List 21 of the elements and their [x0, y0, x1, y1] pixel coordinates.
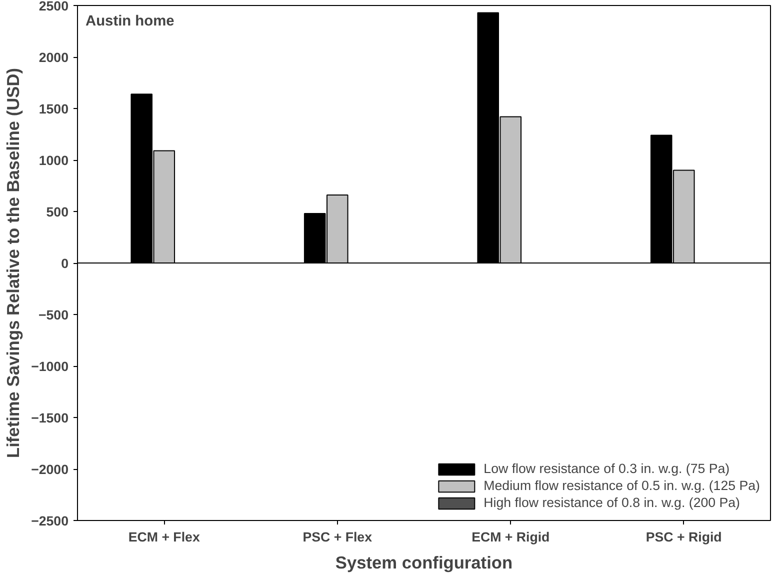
- x-tick-label: PSC + Flex: [302, 530, 373, 544]
- x-tick-label: ECM + Rigid: [472, 530, 550, 544]
- y-tick-label: 2500: [38, 0, 69, 14]
- y-tick-label: −1000: [31, 359, 69, 374]
- annotation: Austin home: [86, 14, 174, 30]
- x-tick-label: ECM + Flex: [128, 530, 200, 544]
- y-tick-label: 2000: [38, 50, 69, 65]
- y-tick-label: −2000: [31, 462, 69, 477]
- y-tick-label: 1500: [38, 102, 69, 116]
- legend-label: Medium flow resistance of 0.5 in. w.g. (125 Pa): [484, 478, 760, 493]
- y-tick-label: 1000: [38, 153, 69, 168]
- y-tick-label: −2500: [31, 514, 69, 528]
- legend-label: High flow resistance of 0.8 in. w.g. (200 Pa): [484, 495, 740, 510]
- y-tick-label: 0: [61, 256, 69, 271]
- legend-label: Low flow resistance of 0.3 in. w.g. (75 Pa): [484, 461, 730, 476]
- x-axis-title: System configuration: [335, 552, 513, 572]
- y-tick-label: −500: [38, 308, 69, 322]
- x-tick-label: PSC + Rigid: [646, 530, 722, 544]
- y-axis-title: Lifetime Savings Relative to the Baseline (USD): [3, 68, 24, 458]
- y-tick-label: 500: [46, 204, 69, 220]
- y-tick-label: −1500: [31, 410, 69, 426]
